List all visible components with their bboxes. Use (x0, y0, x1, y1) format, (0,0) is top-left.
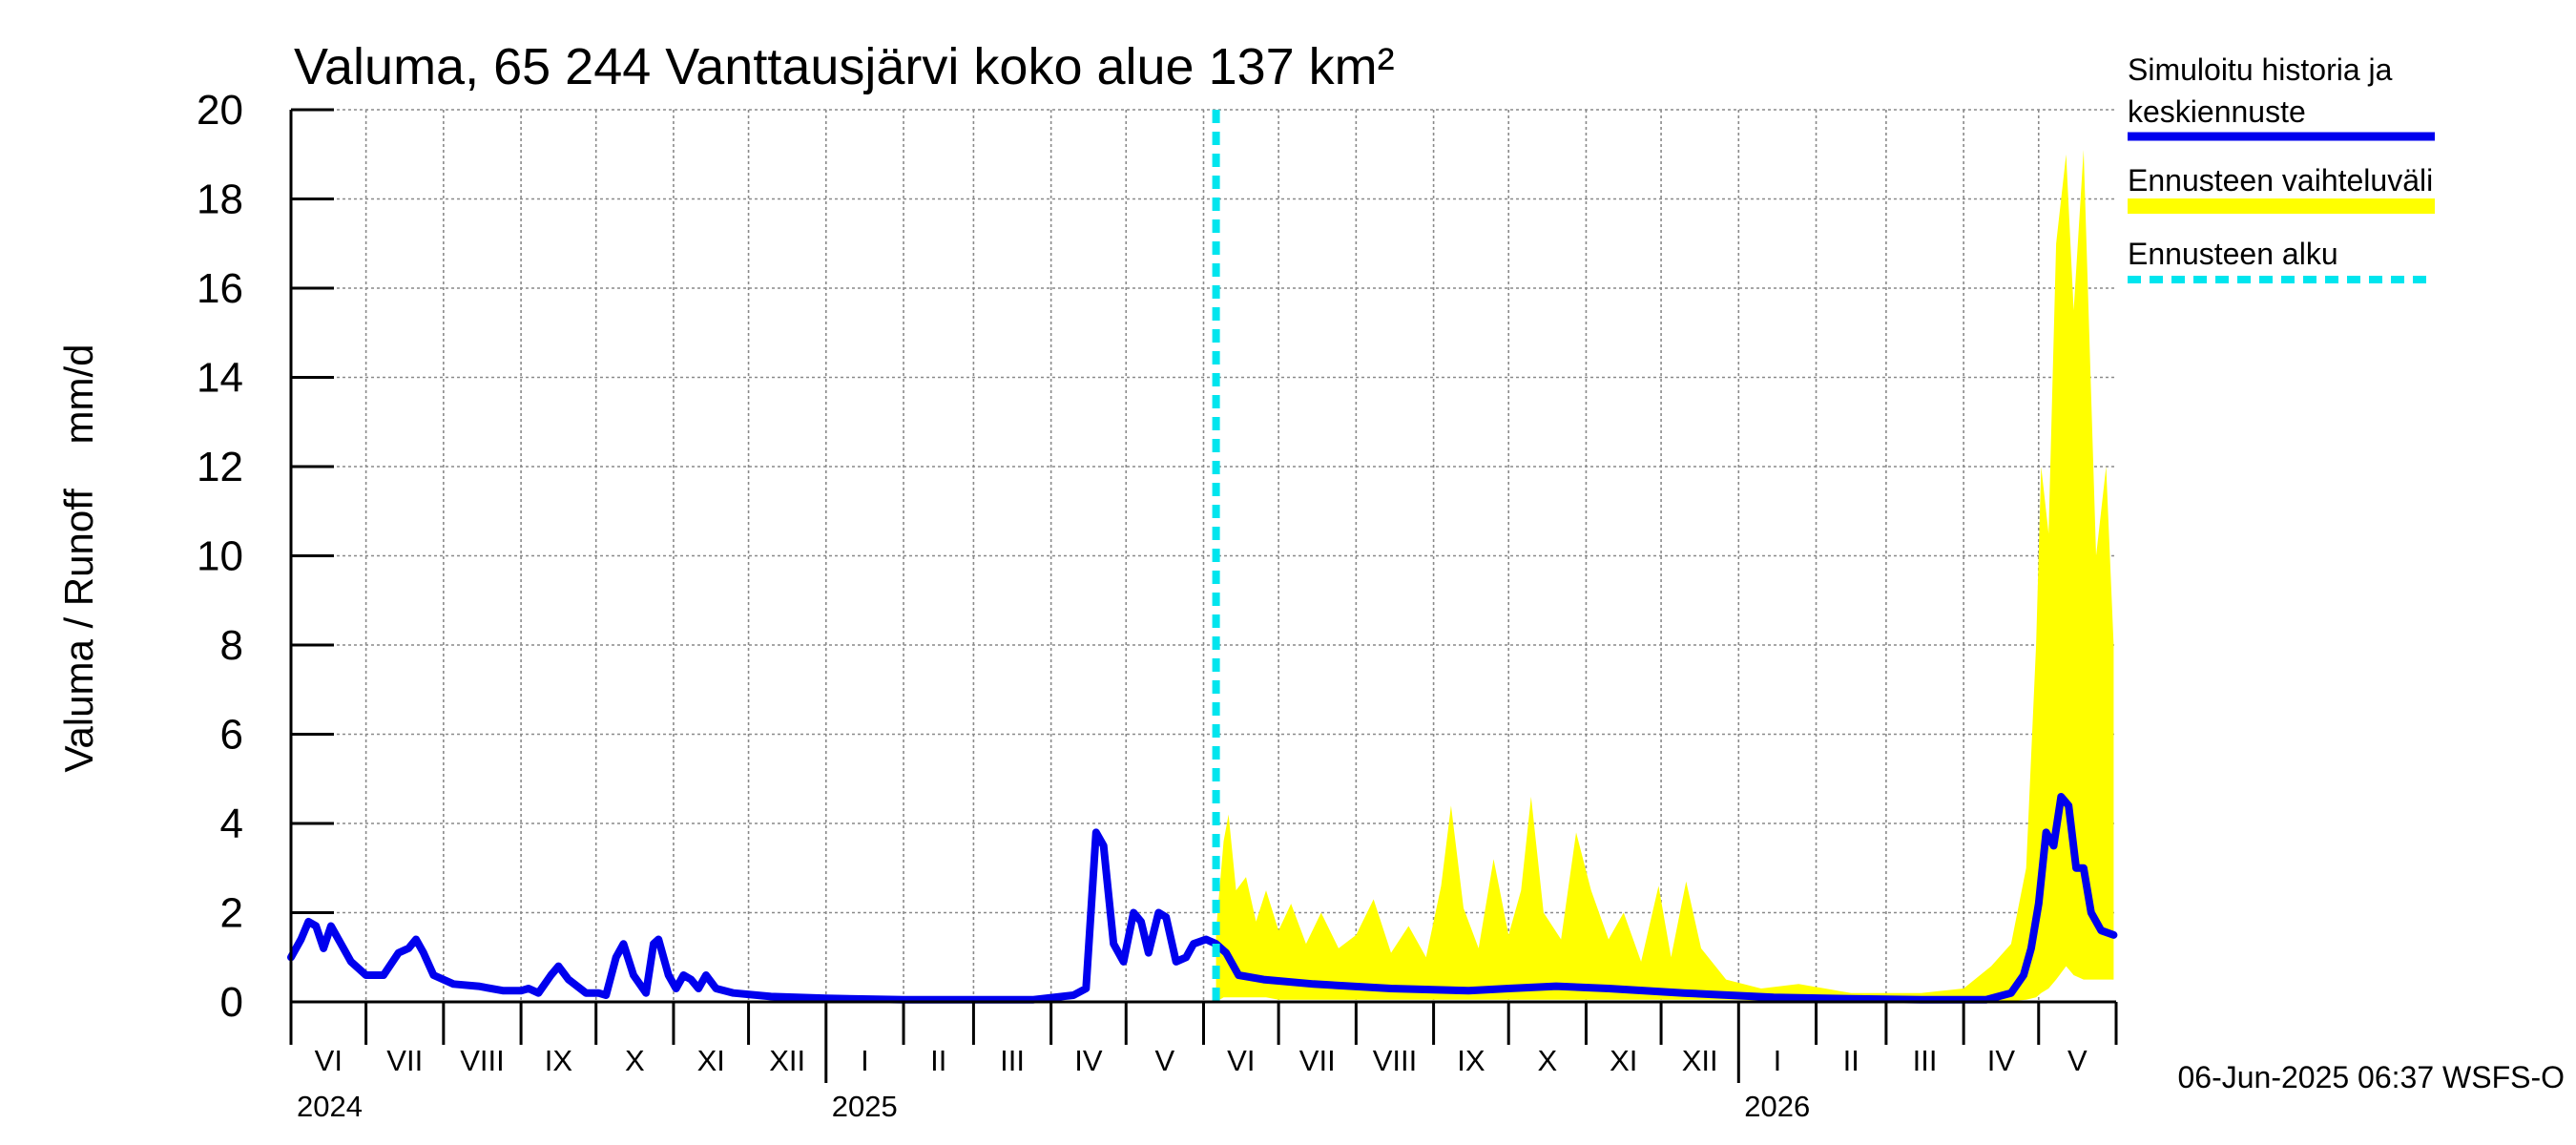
y-tick-label: 2 (220, 890, 243, 937)
x-year-label: 2025 (832, 1090, 898, 1123)
x-year-label: 2024 (297, 1090, 363, 1123)
y-tick-label: 6 (220, 712, 243, 759)
x-month-label: XI (697, 1044, 725, 1077)
legend-label-simulated-line1: Simuloitu historia ja (2128, 52, 2393, 87)
simulated-runoff-line (287, 793, 2118, 1004)
x-month-label: XII (1682, 1044, 1718, 1077)
forecast-range-band-layer (1215, 150, 2114, 1003)
x-month-label: I (1774, 1044, 1782, 1077)
legend-label-forecast-start: Ennusteen alku (2128, 237, 2338, 271)
x-month-label: VI (1227, 1044, 1255, 1077)
x-month-label: XI (1610, 1044, 1637, 1077)
x-month-label: IX (1457, 1044, 1485, 1077)
forecast-range-band (1215, 150, 2114, 1003)
y-tick-label: 10 (197, 533, 243, 580)
simulated-line-layer (287, 793, 2118, 1004)
legend-label-range: Ennusteen vaihteluväli (2128, 163, 2433, 198)
axes (289, 108, 2118, 1083)
grid-lines (291, 109, 2116, 1002)
x-month-label: VI (315, 1044, 343, 1077)
y-tick-label: 8 (220, 622, 243, 669)
x-month-label: VIII (460, 1044, 505, 1077)
x-month-label: VII (386, 1044, 423, 1077)
x-month-label: V (2067, 1044, 2088, 1077)
x-year-label: 2026 (1744, 1090, 1810, 1123)
x-month-label: II (1843, 1044, 1859, 1077)
footer-timestamp: 06-Jun-2025 06:37 WSFS-O (2177, 1060, 2565, 1094)
x-month-label: IV (1987, 1044, 2016, 1077)
legend-label-simulated-line2: keskiennuste (2128, 94, 2306, 129)
y-axis-label: Valuma / Runoff mm/d (56, 344, 101, 773)
legend: Simuloitu historia ja keskiennuste Ennus… (2128, 52, 2435, 283)
y-tick-label: 12 (197, 444, 243, 490)
y-tick-label: 16 (197, 265, 243, 312)
x-month-label: X (625, 1044, 645, 1077)
x-month-label: III (1000, 1044, 1025, 1077)
y-tick-label: 4 (220, 801, 243, 847)
x-month-label: XII (769, 1044, 805, 1077)
chart-title: Valuma, 65 244 Vanttausjärvi koko alue 1… (294, 38, 1395, 95)
y-tick-labels: 0 2 4 6 8 10 12 14 16 18 20 (197, 87, 243, 1026)
x-month-label: VII (1299, 1044, 1336, 1077)
x-tick-labels: VI VII VIII IX X XI XII I II III IV V VI VII VIII IX X XI… (297, 1044, 2088, 1123)
y-tick-label: 0 (220, 979, 243, 1026)
x-month-label: III (1913, 1044, 1938, 1077)
x-month-label: X (1537, 1044, 1557, 1077)
x-month-label: V (1155, 1044, 1175, 1077)
x-month-label: II (930, 1044, 946, 1077)
y-tick-label: 14 (197, 355, 243, 402)
x-month-label: IX (545, 1044, 573, 1077)
x-month-label: VIII (1373, 1044, 1418, 1077)
x-month-label: IV (1074, 1044, 1103, 1077)
y-tick-label: 18 (197, 177, 243, 223)
x-month-label: I (861, 1044, 869, 1077)
y-tick-label: 20 (197, 87, 243, 134)
